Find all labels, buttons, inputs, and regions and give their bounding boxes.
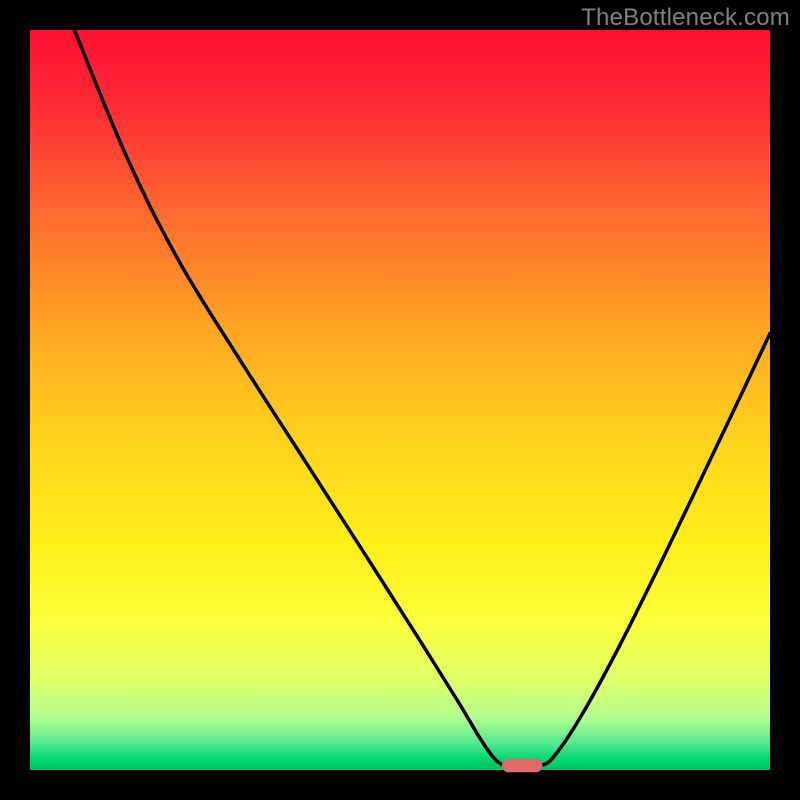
chart-svg bbox=[0, 0, 800, 800]
chart-stage: TheBottleneck.com bbox=[0, 0, 800, 800]
optimal-marker bbox=[502, 759, 543, 772]
watermark-text: TheBottleneck.com bbox=[581, 4, 790, 32]
gradient-background bbox=[30, 30, 770, 770]
